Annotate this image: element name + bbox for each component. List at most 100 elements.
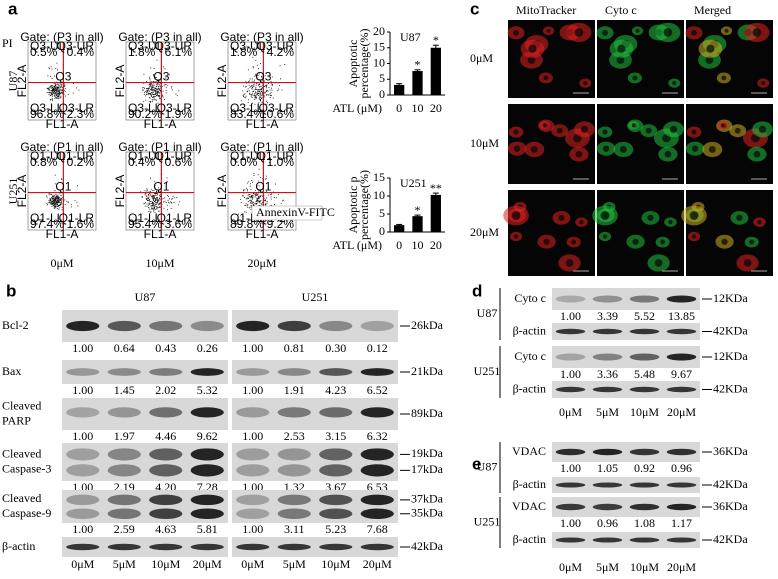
event-dot <box>161 86 163 88</box>
x-axis-label: ATL (μM) <box>332 238 382 252</box>
event-dot <box>157 92 159 94</box>
quantification: 7.68 <box>367 522 388 536</box>
event-dot <box>77 205 79 207</box>
quadrant-center: Q3 <box>255 70 271 84</box>
dose-label: 20μM <box>667 405 696 419</box>
plot-frame <box>27 41 97 121</box>
event-dot <box>147 200 148 202</box>
column-header: U251 <box>302 290 329 304</box>
event-dot <box>159 203 161 205</box>
event-dot <box>266 87 267 89</box>
quantification: 0.92 <box>634 461 655 475</box>
event-dot <box>255 96 257 98</box>
quantification: 1.00 <box>72 522 93 536</box>
event-dot <box>159 79 161 81</box>
event-dot <box>155 77 157 78</box>
event-dot <box>60 86 62 88</box>
event-dot <box>51 201 52 203</box>
event-dot <box>248 84 250 86</box>
event-dot <box>157 84 159 86</box>
column-label: 0μM <box>50 256 73 270</box>
quantification: 3.36 <box>597 367 618 381</box>
quadrant-name: Q1-UL <box>30 149 66 163</box>
quantification: 3.15 <box>325 429 346 443</box>
event-dot <box>48 88 50 90</box>
event-dot <box>242 95 244 96</box>
dose-label: 20μM <box>667 560 696 574</box>
channel-header: Cyto c <box>605 3 637 17</box>
event-dot <box>154 77 156 79</box>
quantification: 6.32 <box>367 429 388 443</box>
event-dot <box>257 91 259 92</box>
event-dot <box>57 204 58 205</box>
event-dot <box>152 204 154 206</box>
blot-band <box>319 407 353 418</box>
event-dot <box>268 83 269 84</box>
event-dot <box>61 92 62 94</box>
event-dot <box>53 205 55 207</box>
blot-band <box>319 508 353 520</box>
event-dot <box>252 91 254 92</box>
event-dot <box>167 85 169 87</box>
event-dot <box>149 209 151 211</box>
event-dot <box>150 195 152 197</box>
event-dot <box>153 209 155 211</box>
cell-core <box>511 211 521 220</box>
event-dot <box>151 206 153 208</box>
event-dot <box>143 92 145 93</box>
row-label: β-actin <box>513 323 546 337</box>
event-dot <box>52 204 54 206</box>
cell-core <box>706 44 715 53</box>
event-dot <box>57 88 58 90</box>
event-dot <box>266 190 267 192</box>
blot-band <box>555 328 586 335</box>
event-dot <box>258 195 260 197</box>
cell-core <box>736 214 743 221</box>
event-dot <box>165 87 167 89</box>
event-dot <box>50 199 52 200</box>
event-dot <box>251 196 253 197</box>
column-header: U87 <box>135 290 156 304</box>
blot-band <box>107 464 141 477</box>
event-dot <box>153 88 155 90</box>
event-dot <box>156 208 157 210</box>
event-dot <box>51 92 53 94</box>
cell-core <box>513 234 519 239</box>
event-dot <box>149 87 151 89</box>
event-dot <box>55 84 56 86</box>
event-dot <box>56 195 57 197</box>
blot <box>552 477 700 493</box>
quadrant-value: 90.2% <box>128 107 162 121</box>
event-dot <box>154 81 156 83</box>
event-dot <box>156 83 158 85</box>
event-dot <box>55 197 56 199</box>
event-dot <box>51 78 53 80</box>
event-dot <box>142 87 143 89</box>
event-dot <box>256 199 258 201</box>
blot <box>552 288 700 310</box>
cell-core <box>663 28 673 37</box>
event-dot <box>151 88 153 90</box>
blot-band <box>66 368 100 376</box>
size-label: 42kDa <box>411 539 444 553</box>
cell-core <box>546 28 551 33</box>
event-dot <box>64 95 66 97</box>
event-dot <box>61 178 63 180</box>
event-dot <box>271 95 272 97</box>
event-dot <box>146 198 148 200</box>
event-dot <box>242 90 244 92</box>
event-dot <box>152 208 154 209</box>
blot-band <box>107 543 141 551</box>
event-dot <box>48 67 50 69</box>
quantification: 5.32 <box>197 383 218 397</box>
event-dot <box>279 85 281 86</box>
event-dot <box>269 96 271 98</box>
event-dot <box>151 203 153 204</box>
event-dot <box>253 205 255 207</box>
event-dot <box>57 196 59 198</box>
event-dot <box>170 202 172 203</box>
event-dot <box>151 90 153 91</box>
event-dot <box>261 76 263 78</box>
event-dot <box>70 204 72 206</box>
event-dot <box>54 91 56 93</box>
